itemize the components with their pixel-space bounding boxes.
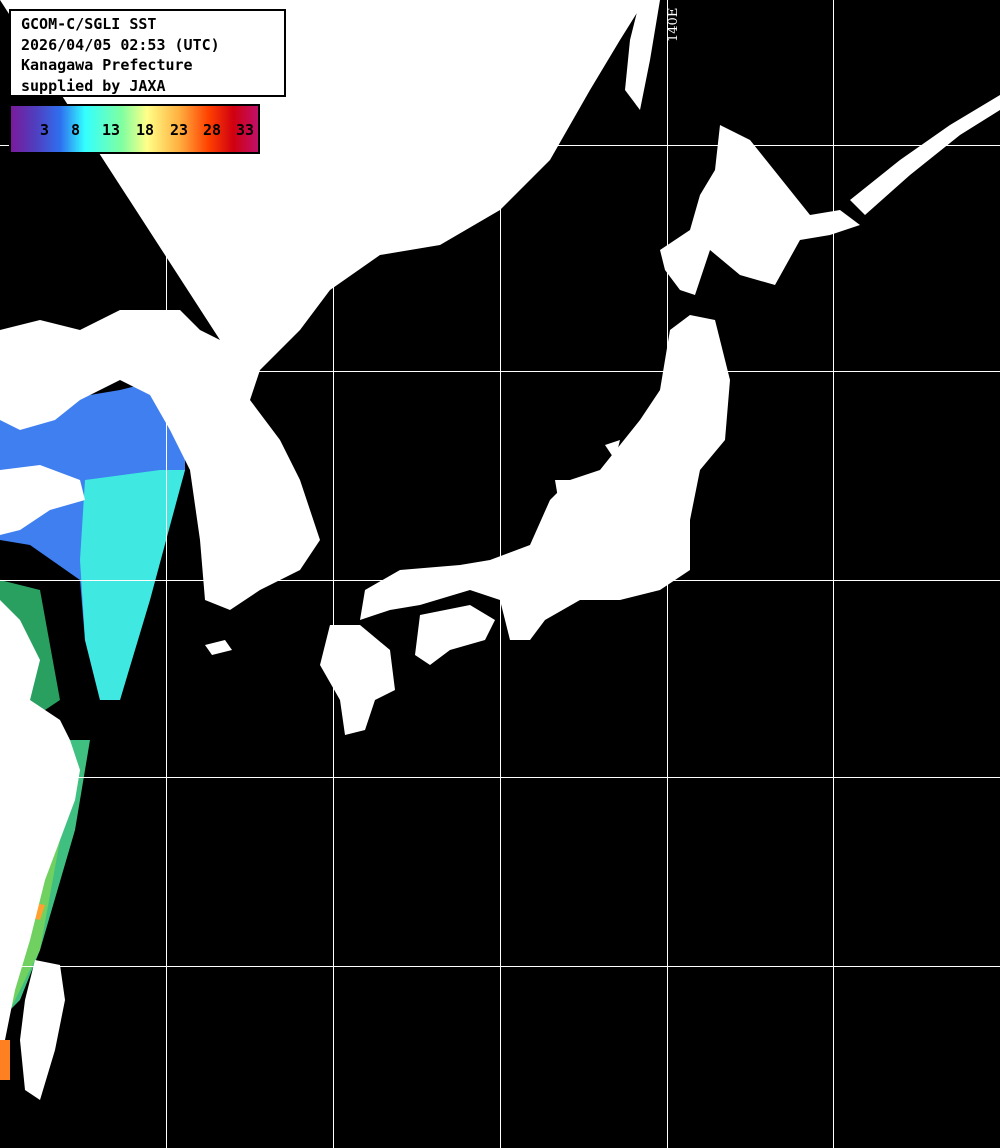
taiwan (20, 960, 65, 1100)
legend-tick: 13 (102, 121, 121, 139)
info-box: GCOM-C/SGLI SST 2026/04/05 02:53 (UTC) K… (9, 9, 286, 97)
legend-tick: 8 (71, 121, 81, 139)
timestamp: 2026/04/05 02:53 (UTC) (21, 35, 220, 54)
credit: supplied by JAXA (21, 76, 166, 95)
sakhalin (625, 0, 660, 110)
shikoku (415, 605, 495, 665)
kurils (850, 95, 1000, 215)
noto (555, 480, 580, 510)
longitude-label: 140E (666, 7, 681, 42)
region-name: Kanagawa Prefecture (21, 56, 193, 74)
honshu (360, 315, 730, 640)
kyushu (320, 625, 395, 735)
shandong (0, 465, 85, 535)
legend-tick: 3 (40, 121, 50, 139)
hokkaido (660, 125, 860, 295)
product-title: GCOM-C/SGLI SST (21, 15, 157, 33)
color-scale-legend: 3 8 13 18 23 28 33 (9, 104, 260, 154)
china-coast (0, 600, 80, 1040)
legend-tick: 28 (203, 121, 222, 139)
sado (605, 440, 620, 460)
legend-tick: 33 (236, 121, 255, 139)
legend-tick: 18 (136, 121, 155, 139)
latitude-label: 40N (20, 353, 48, 368)
legend-tick: 23 (170, 121, 189, 139)
korea-islands (205, 640, 232, 655)
